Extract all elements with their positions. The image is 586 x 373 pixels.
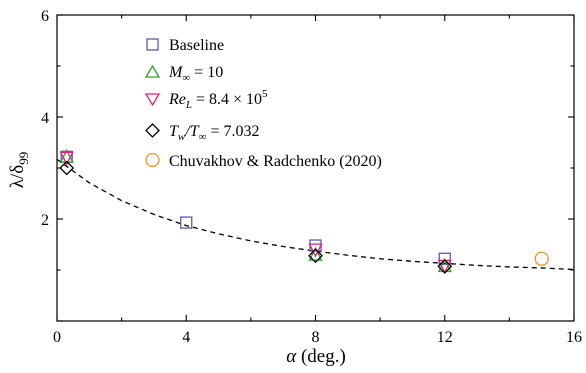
y-tick-label: 2 bbox=[41, 212, 49, 229]
y-tick-label: 4 bbox=[41, 110, 49, 127]
diamond-marker-icon bbox=[146, 124, 159, 137]
fit-curve bbox=[57, 159, 574, 269]
legend: Baseline M∞ = 10 ReL = 8.4 × 105 Tw/T∞ =… bbox=[146, 37, 382, 170]
legend-label-reference: Chuvakhov & Radchenko (2020) bbox=[169, 153, 382, 170]
legend-item-mach: M∞ = 10 bbox=[146, 64, 223, 84]
x-tick-label: 16 bbox=[566, 329, 582, 346]
x-tick-label: 4 bbox=[182, 329, 190, 346]
circle-marker-icon bbox=[146, 154, 159, 167]
square-marker-icon bbox=[147, 39, 158, 50]
x-axis-label: α (deg.) bbox=[286, 346, 346, 367]
x-tick-label: 8 bbox=[312, 329, 320, 346]
legend-item-baseline: Baseline bbox=[147, 37, 224, 54]
y-tick-label: 6 bbox=[41, 8, 49, 25]
legend-label-temperature: Tw/T∞ = 7.032 bbox=[169, 123, 259, 143]
x-tick-label: 0 bbox=[53, 329, 61, 346]
x-tick-label: 12 bbox=[437, 329, 453, 346]
legend-label-baseline: Baseline bbox=[169, 37, 224, 54]
legend-label-reynolds: ReL = 8.4 × 105 bbox=[168, 88, 268, 111]
circle-data-point bbox=[535, 252, 548, 265]
legend-item-temperature: Tw/T∞ = 7.032 bbox=[146, 123, 259, 143]
triangle-up-marker-icon bbox=[146, 66, 159, 77]
square-data-point bbox=[181, 217, 192, 228]
triangle-down-marker-icon bbox=[146, 94, 159, 105]
legend-item-reynolds: ReL = 8.4 × 105 bbox=[146, 88, 268, 111]
legend-item-reference: Chuvakhov & Radchenko (2020) bbox=[146, 153, 382, 170]
tick-labels: 0 4 8 12 16 2 4 6 bbox=[41, 8, 582, 346]
legend-label-mach: M∞ = 10 bbox=[168, 64, 223, 84]
y-axis-label: λ/δ99 bbox=[7, 152, 31, 188]
